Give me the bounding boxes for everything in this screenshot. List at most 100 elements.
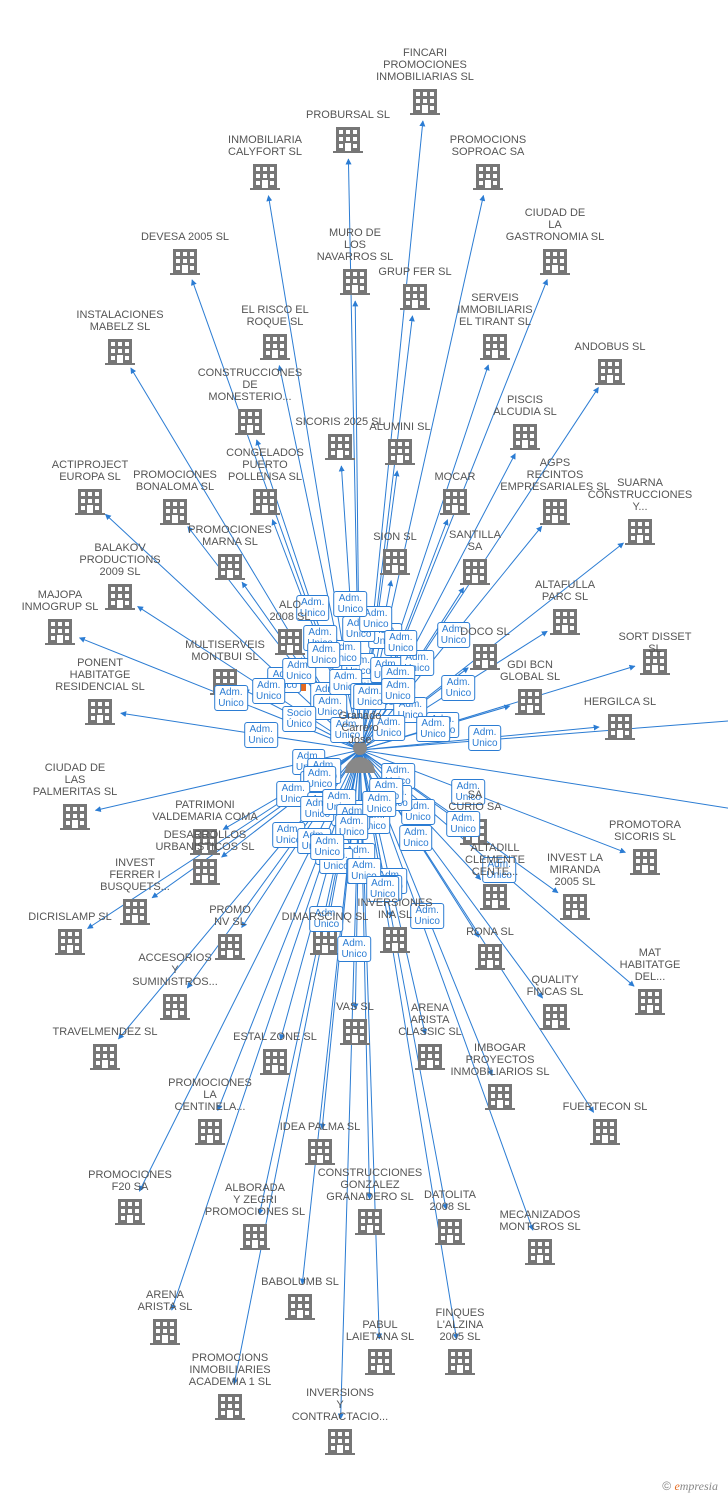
building-icon[interactable]: [470, 644, 500, 670]
building-icon[interactable]: [400, 284, 430, 310]
building-icon[interactable]: [475, 944, 505, 970]
building-icon[interactable]: [250, 489, 280, 515]
edge: [105, 514, 360, 750]
building-icon[interactable]: [473, 164, 503, 190]
building-icon[interactable]: [325, 1429, 355, 1455]
edge: [360, 750, 625, 852]
building-icon[interactable]: [415, 1044, 445, 1070]
building-icon[interactable]: [625, 519, 655, 545]
edges-layer: [79, 121, 728, 1419]
building-icon[interactable]: [460, 559, 490, 585]
building-icon[interactable]: [105, 584, 135, 610]
building-icon[interactable]: [105, 339, 135, 365]
building-icon[interactable]: [250, 164, 280, 190]
edge: [118, 750, 360, 1039]
edge: [360, 750, 425, 1035]
building-icon[interactable]: [275, 629, 305, 655]
building-icon[interactable]: [45, 619, 75, 645]
building-icon[interactable]: [540, 499, 570, 525]
edge: [360, 471, 397, 750]
building-icon[interactable]: [190, 859, 220, 885]
brand-logo: empresia: [674, 1479, 718, 1493]
building-icon[interactable]: [215, 554, 245, 580]
edge: [360, 750, 533, 1230]
edge: [218, 750, 360, 1110]
building-icon[interactable]: [90, 1044, 120, 1070]
building-icon[interactable]: [260, 334, 290, 360]
building-icon[interactable]: [340, 269, 370, 295]
edge: [360, 581, 391, 750]
building-icon[interactable]: [240, 1224, 270, 1250]
building-icon[interactable]: [440, 489, 470, 515]
building-icon[interactable]: [235, 409, 265, 435]
building-icon[interactable]: [480, 334, 510, 360]
building-icon[interactable]: [60, 804, 90, 830]
building-icon[interactable]: [160, 499, 190, 525]
building-icon[interactable]: [605, 714, 635, 740]
building-icon[interactable]: [55, 929, 85, 955]
highlight-marker: [294, 679, 306, 691]
building-icon[interactable]: [445, 1349, 475, 1375]
building-icon[interactable]: [525, 1239, 555, 1265]
edge: [360, 706, 510, 750]
building-icon[interactable]: [410, 89, 440, 115]
building-icon[interactable]: [195, 1119, 225, 1145]
building-icon[interactable]: [115, 1199, 145, 1225]
building-icon[interactable]: [333, 127, 363, 153]
building-icon[interactable]: [485, 1084, 515, 1110]
building-icon[interactable]: [75, 489, 105, 515]
building-icon[interactable]: [640, 649, 670, 675]
building-icon[interactable]: [380, 927, 410, 953]
building-icon[interactable]: [305, 1139, 335, 1165]
building-icon[interactable]: [550, 609, 580, 635]
edge: [360, 750, 492, 1076]
building-icon[interactable]: [215, 934, 245, 960]
building-icon[interactable]: [120, 899, 150, 925]
building-icon[interactable]: [365, 1349, 395, 1375]
building-icon[interactable]: [160, 994, 190, 1020]
building-icon[interactable]: [435, 1219, 465, 1245]
edge-offcanvas: [360, 720, 728, 750]
building-icon[interactable]: [510, 424, 540, 450]
building-icon[interactable]: [540, 249, 570, 275]
edge: [360, 750, 558, 893]
building-icon[interactable]: [340, 1019, 370, 1045]
building-icon[interactable]: [285, 1294, 315, 1320]
building-icon[interactable]: [355, 1209, 385, 1235]
building-icon[interactable]: [380, 549, 410, 575]
building-icon[interactable]: [325, 434, 355, 460]
building-icon[interactable]: [630, 849, 660, 875]
edge: [360, 750, 370, 1199]
footer-credit: © empresia: [662, 1479, 718, 1494]
network-canvas: [0, 0, 728, 1500]
edge: [360, 588, 464, 750]
edge: [360, 195, 483, 750]
building-icon[interactable]: [515, 689, 545, 715]
building-icon[interactable]: [260, 1049, 290, 1075]
building-icon[interactable]: [150, 1319, 180, 1345]
edge: [223, 750, 360, 829]
building-icon[interactable]: [590, 1119, 620, 1145]
building-icon[interactable]: [310, 929, 340, 955]
building-icon[interactable]: [595, 359, 625, 385]
building-icon[interactable]: [170, 249, 200, 275]
edge-offcanvas: [360, 750, 728, 810]
edge: [152, 750, 360, 898]
building-icon[interactable]: [560, 894, 590, 920]
edge: [138, 606, 360, 750]
edge: [257, 440, 360, 750]
building-icon[interactable]: [215, 1394, 245, 1420]
building-icon[interactable]: [635, 989, 665, 1015]
building-icon[interactable]: [460, 819, 490, 845]
building-icon[interactable]: [210, 669, 240, 695]
edge: [360, 727, 599, 750]
building-icon[interactable]: [385, 439, 415, 465]
edge: [360, 750, 543, 998]
edge: [139, 750, 360, 1191]
edge: [281, 750, 360, 1040]
building-icon[interactable]: [480, 884, 510, 910]
building-icon[interactable]: [190, 829, 220, 855]
copyright-symbol: ©: [662, 1479, 671, 1493]
building-icon[interactable]: [540, 1004, 570, 1030]
building-icon[interactable]: [85, 699, 115, 725]
